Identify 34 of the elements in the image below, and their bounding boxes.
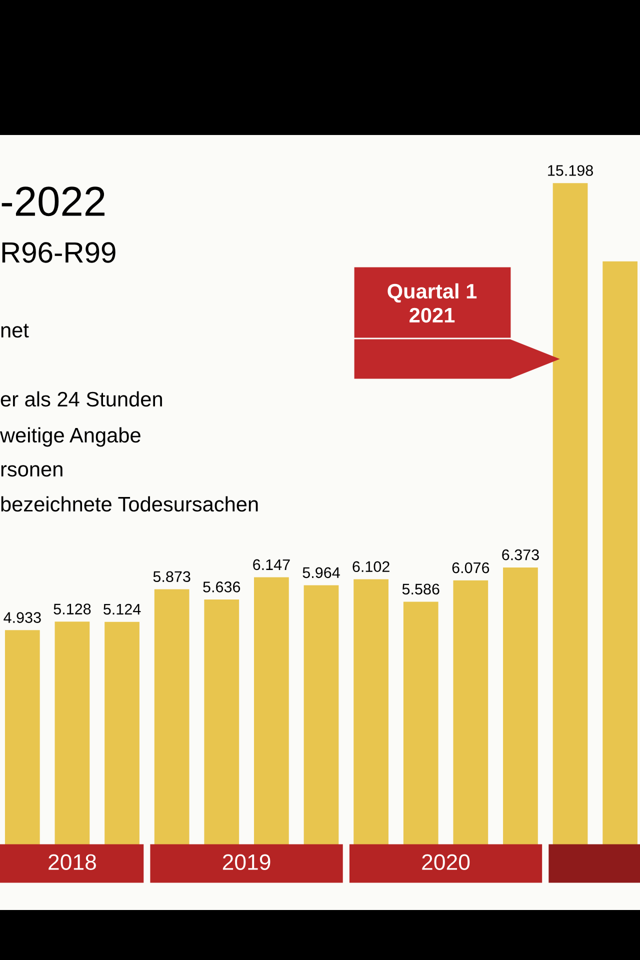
bar: [104, 622, 140, 845]
data-label: 5.586: [402, 584, 440, 595]
data-label: 6.147: [253, 559, 290, 570]
text: 2020: [422, 854, 470, 870]
bar: [503, 567, 538, 845]
bar: [453, 580, 488, 845]
data-label: 5.636: [203, 582, 240, 592]
annotation: er als 24 Stunden: [0, 391, 162, 407]
text: 2018: [48, 854, 96, 870]
bar: [4, 630, 40, 845]
bar: [204, 600, 240, 845]
bar: [354, 579, 388, 845]
bar: [54, 622, 90, 845]
text: R96-R99: [2, 242, 116, 263]
data-label: 5.124: [104, 604, 141, 615]
annotation: bezeichnete Todesursachen: [1, 496, 258, 512]
bar: [254, 577, 289, 845]
bar: [403, 602, 438, 845]
annotation: Quartal 1 2021: [388, 283, 477, 323]
data-label: 4.933: [4, 612, 41, 623]
text: 2019: [222, 854, 270, 870]
bar: [154, 589, 190, 845]
annotation: weitige Angabe: [0, 427, 140, 447]
data-label: 6.102: [352, 561, 390, 572]
bar: [304, 585, 339, 845]
annotation: rsonen: [1, 465, 62, 477]
annotation: net: [1, 324, 29, 338]
chart-title: -2022: [2, 186, 104, 216]
data-label: 6.076: [452, 562, 490, 574]
data-label: 15.198: [548, 165, 593, 176]
data-label: 5.873: [153, 571, 190, 582]
data-label: 5.964: [302, 567, 340, 578]
data-label: 5.128: [54, 604, 91, 614]
data-label: 6.373: [502, 549, 539, 560]
